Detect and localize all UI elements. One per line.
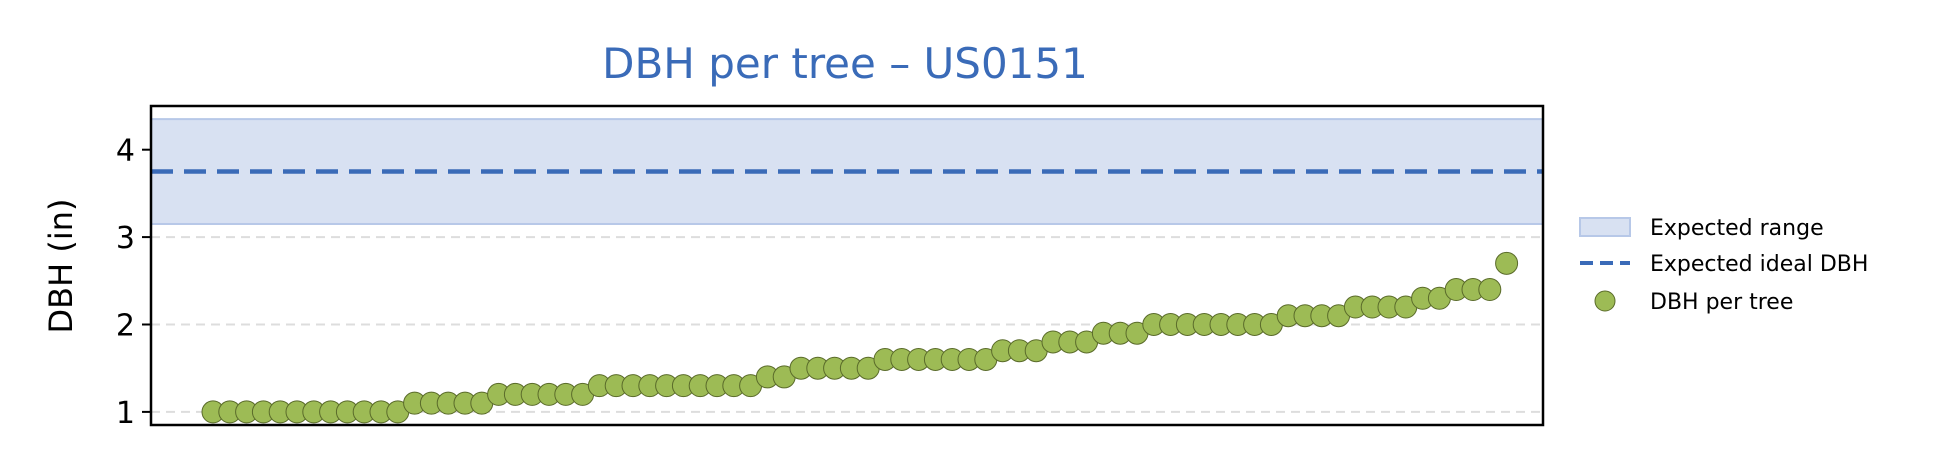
axes-border [149, 104, 1545, 427]
scatter-points [201, 251, 1519, 424]
y-axis-ticks: 1 2 3 4 [116, 134, 151, 431]
data-point [1478, 278, 1502, 302]
legend: Expected range Expected ideal DBH DBH pe… [1579, 216, 1868, 315]
axes-frame [149, 104, 1545, 427]
y-tick-label: 3 [116, 221, 135, 256]
y-tick-label: 1 [116, 396, 135, 431]
y-tick-label: 2 [116, 308, 135, 343]
legend-label-expected-ideal: Expected ideal DBH [1650, 252, 1868, 277]
legend-swatch-dbh-per-tree [1594, 290, 1616, 312]
legend-swatch-expected-range [1579, 217, 1631, 237]
legend-label-expected-range: Expected range [1650, 216, 1824, 241]
data-point [1495, 251, 1519, 275]
legend-label-dbh-per-tree: DBH per tree [1650, 290, 1793, 315]
chart-title: DBH per tree – US0151 [602, 39, 1088, 88]
y-tick-label: 4 [116, 134, 135, 169]
y-axis-label: DBH (in) [42, 199, 80, 334]
